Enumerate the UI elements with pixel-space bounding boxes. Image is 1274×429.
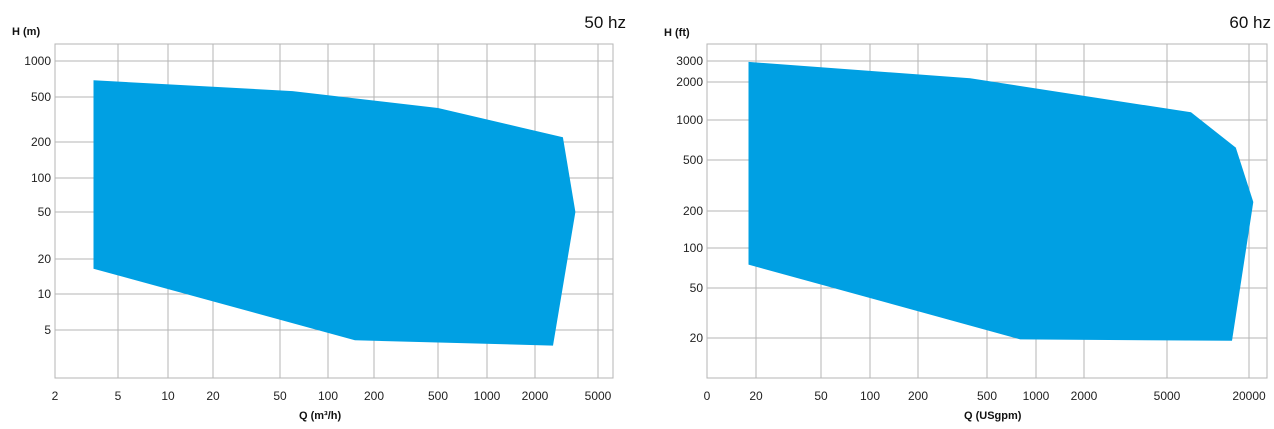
y-tick-label: 50	[690, 281, 704, 295]
chart-50hz-svg: 2 5 10 20 50 100 200 500 1000 2000 5000 5 10 20 50 100 2…	[24, 43, 614, 403]
chart-title-60hz: 60 hz	[1229, 13, 1271, 32]
x-tick-label: 20000	[1232, 389, 1266, 403]
y-tick-label: 2000	[676, 75, 703, 89]
x-tick-label: 200	[908, 389, 928, 403]
y-tick-label: 500	[31, 90, 51, 104]
x-tick-label: 5000	[585, 389, 612, 403]
x-tick-label: 500	[977, 389, 997, 403]
x-axis-label-60hz: Q (USgpm)	[964, 410, 1021, 422]
x-tick-label: 2	[52, 389, 59, 403]
y-tick-label: 100	[31, 171, 51, 185]
y-axis-label-50hz: H (m)	[12, 26, 41, 38]
x-axis-label-50hz: Q (m³/h)	[299, 410, 341, 422]
x-tick-label: 5000	[1154, 389, 1181, 403]
x-tick-label: 1000	[474, 389, 501, 403]
chart-title-50hz: 50 hz	[584, 13, 626, 32]
operating-range-area	[93, 80, 576, 346]
x-tick-label: 2000	[1071, 389, 1098, 403]
y-axis-label-60hz: H (ft)	[664, 27, 690, 39]
x-tick-label: 1000	[1023, 389, 1050, 403]
x-tick-label: 50	[273, 389, 287, 403]
y-tick-label: 3000	[676, 54, 703, 68]
x-tick-label: 0	[704, 389, 711, 403]
x-tick-label: 2000	[522, 389, 549, 403]
y-tick-label: 20	[38, 252, 52, 266]
plot-frame	[54, 43, 614, 379]
x-tick-label: 50	[814, 389, 828, 403]
y-tick-label: 1000	[24, 54, 51, 68]
x-axis-label-50hz-text: Q (m³/h)	[299, 410, 342, 422]
y-tick-label: 200	[31, 135, 51, 149]
x-tick-label: 20	[206, 389, 220, 403]
x-tick-label: 100	[860, 389, 880, 403]
x-tick-label: 10	[161, 389, 175, 403]
y-tick-label: 500	[683, 153, 703, 167]
y-tick-label: 5	[44, 323, 51, 337]
x-tick-label: 500	[428, 389, 448, 403]
y-tick-label: 20	[690, 331, 704, 345]
x-tick-label: 5	[115, 389, 122, 403]
x-axis-label-60hz-text: Q (USgpm)	[964, 410, 1022, 422]
y-tick-label: 200	[683, 204, 703, 218]
x-tick-label: 200	[364, 389, 384, 403]
x-tick-label: 20	[749, 389, 763, 403]
y-tick-label: 100	[683, 241, 703, 255]
chart-60hz: 0 20 50 100 200 500 1000 2000 5000 20000 20 50 100 20…	[637, 0, 1274, 429]
y-tick-label: 1000	[676, 113, 703, 127]
y-tick-label: 10	[38, 287, 52, 301]
operating-range-area	[748, 61, 1254, 341]
chart-60hz-svg: 0 20 50 100 200 500 1000 2000 5000 20000 20 50 100 20…	[676, 43, 1268, 403]
y-tick-label: 50	[38, 205, 52, 219]
chart-50hz: 2 5 10 20 50 100 200 500 1000 2000 5000 5 10 20 50 100 2…	[12, 13, 626, 422]
x-tick-label: 100	[318, 389, 338, 403]
